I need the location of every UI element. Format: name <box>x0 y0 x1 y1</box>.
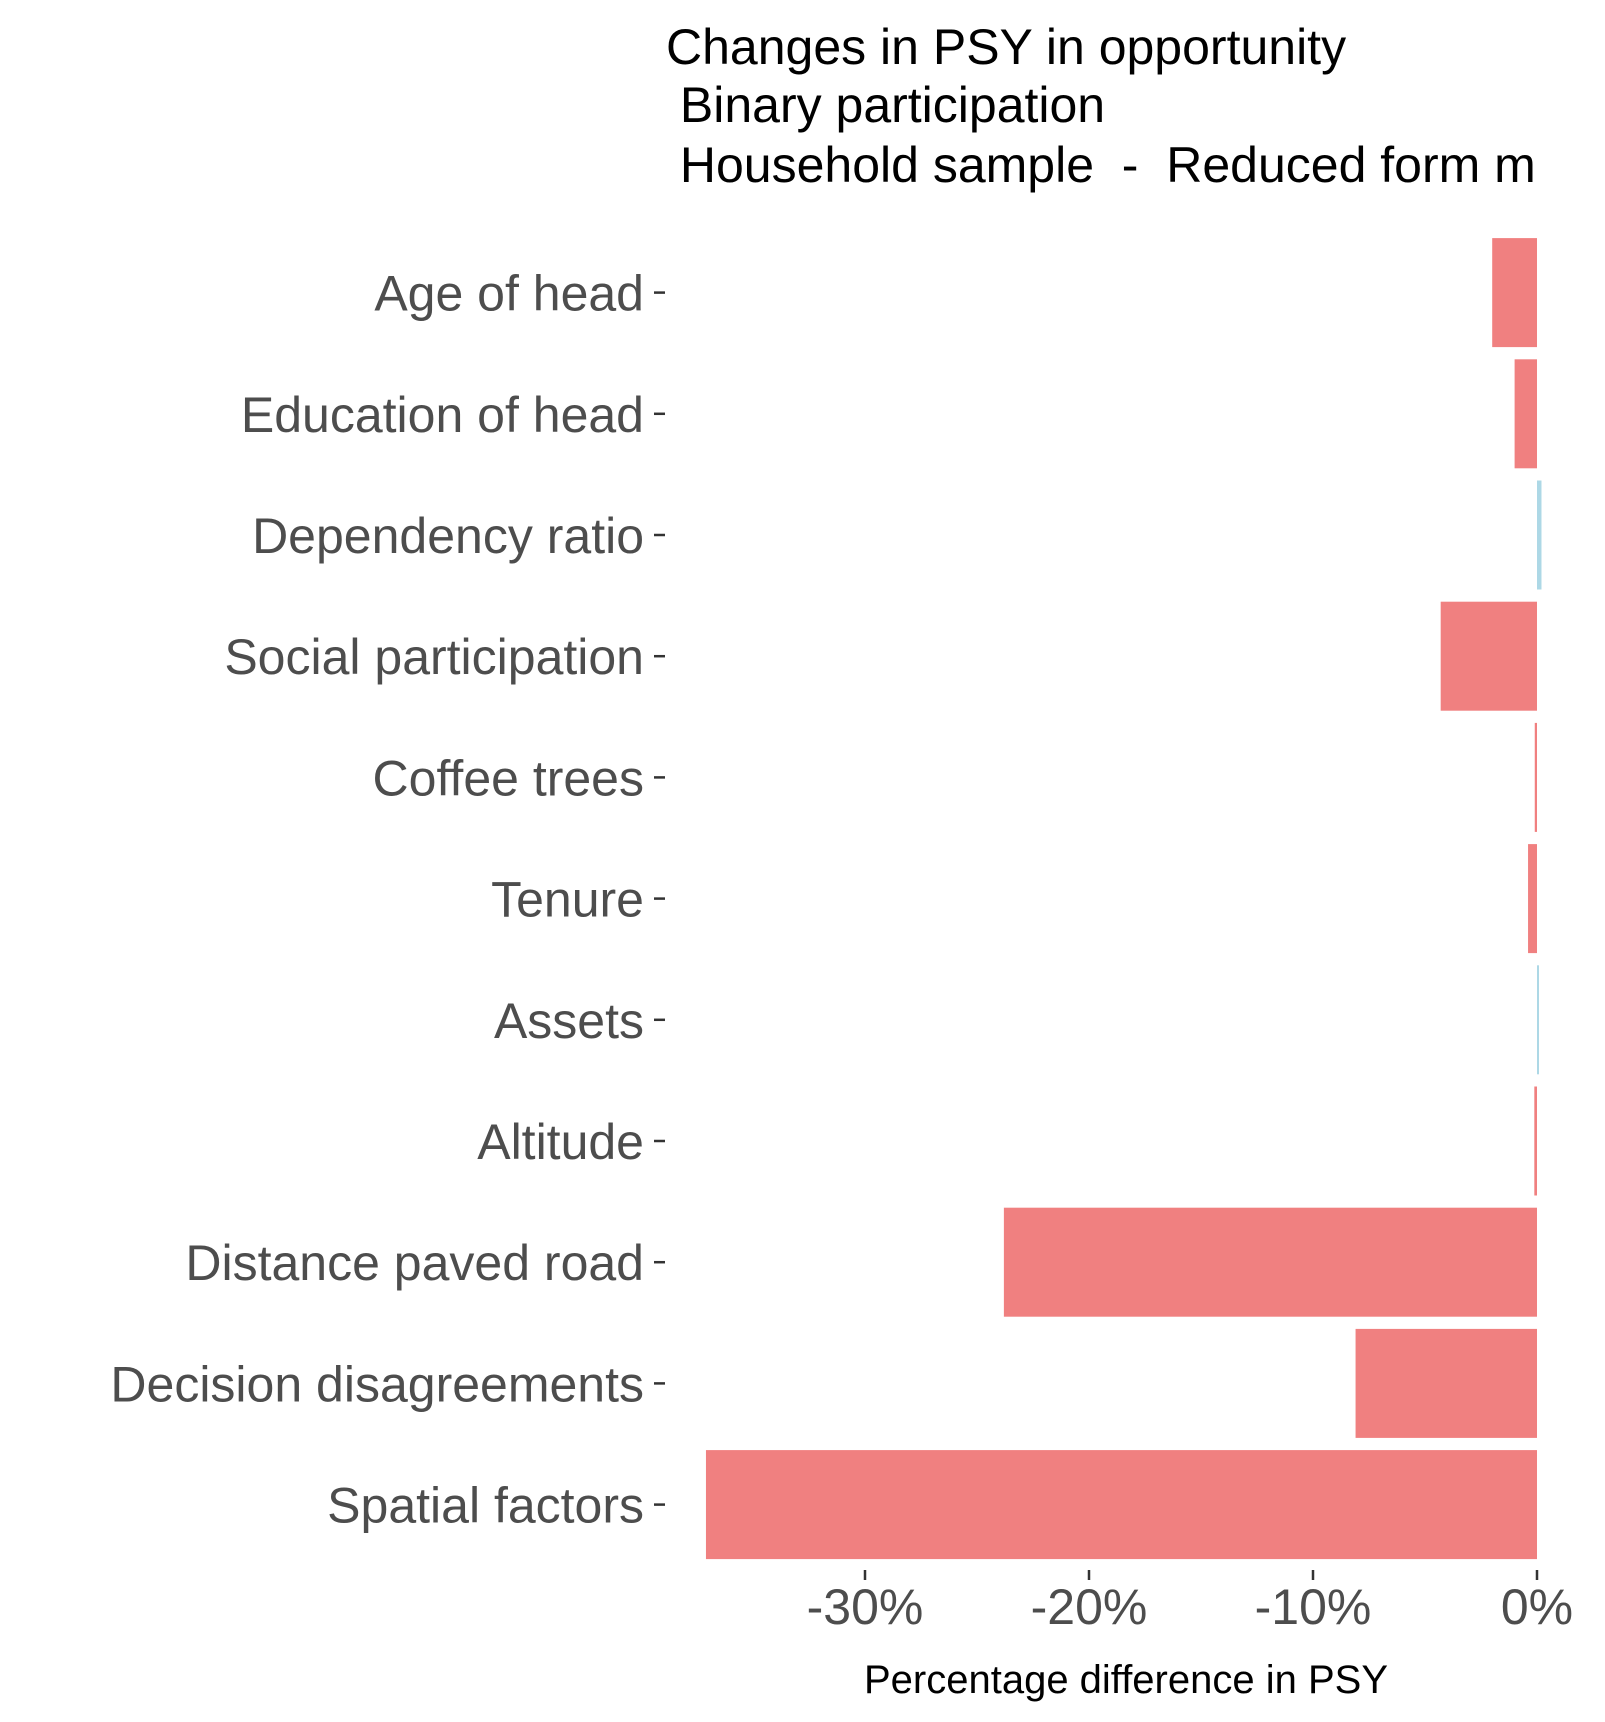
bar-tenure <box>1528 844 1537 954</box>
bar-altitude <box>1534 1086 1537 1196</box>
bar-education-of-head <box>1514 359 1537 469</box>
y-tick-label: Tenure <box>491 872 644 928</box>
x-tick-label: -30% <box>807 1579 924 1635</box>
y-tick-label: Distance paved road <box>185 1235 644 1291</box>
chart-title-line-1: Changes in PSY in opportunity <box>666 19 1347 75</box>
x-axis: -30% -20% -10% 0% <box>807 1570 1573 1635</box>
chart-title-line-2: Binary participation <box>666 77 1106 133</box>
y-tick-label: Decision disagreements <box>110 1356 644 1412</box>
y-tick-label: Spatial factors <box>327 1478 644 1534</box>
x-axis-title: Percentage difference in PSY <box>864 1658 1388 1702</box>
bar-dependency-ratio <box>1537 480 1542 590</box>
bar-distance-paved-road <box>1003 1207 1537 1317</box>
bars-layer <box>705 238 1542 1560</box>
bar-assets <box>1537 965 1539 1075</box>
y-tick-label: Social participation <box>224 629 644 685</box>
x-tick-label: 0% <box>1501 1579 1573 1635</box>
x-tick-label: -10% <box>1255 1579 1372 1635</box>
y-tick-label: Coffee trees <box>373 750 644 806</box>
y-tick-label: Altitude <box>477 1114 644 1170</box>
bar-age-of-head <box>1492 238 1537 348</box>
bar-coffee-trees <box>1534 722 1537 832</box>
chart-title-line-3: Household sample - Reduced form m <box>666 137 1536 193</box>
bar-spatial-factors <box>705 1450 1537 1560</box>
y-tick-label: Age of head <box>374 266 644 322</box>
x-tick-label: -20% <box>1031 1579 1148 1635</box>
y-axis: Age of head Education of head Dependency r… <box>110 266 665 1534</box>
y-tick-label: Dependency ratio <box>252 508 644 564</box>
y-tick-label: Education of head <box>241 387 644 443</box>
bar-decision-disagreements <box>1355 1328 1537 1438</box>
bar-social-participation <box>1440 601 1537 711</box>
y-tick-label: Assets <box>494 993 644 1049</box>
